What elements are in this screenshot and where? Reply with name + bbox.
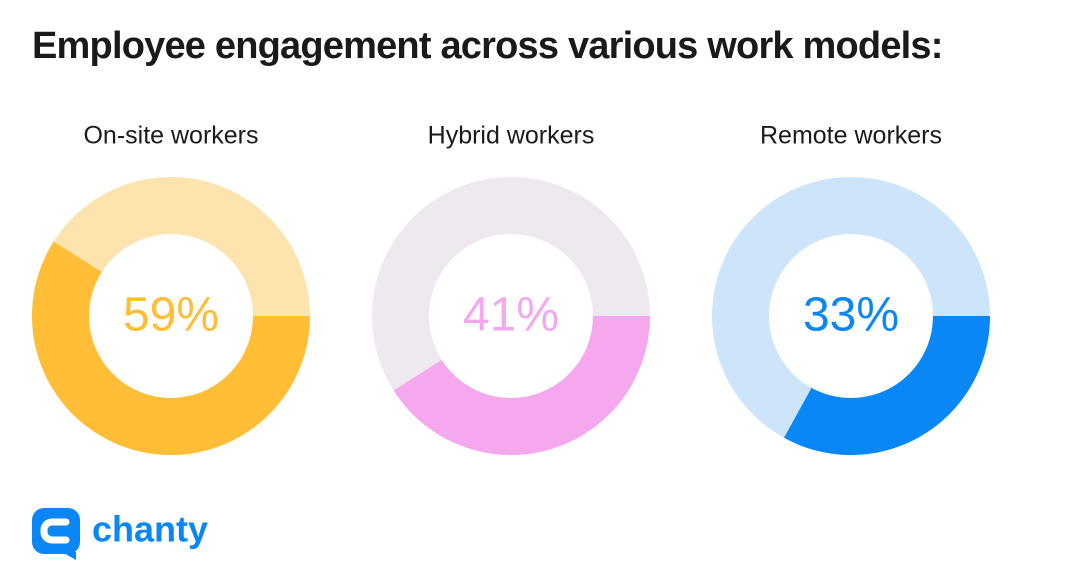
logo-square xyxy=(32,508,80,554)
donut-segment xyxy=(784,316,990,456)
chart-title: Hybrid workers xyxy=(428,122,595,150)
value-label: 41% xyxy=(463,289,559,342)
brand-name: chanty xyxy=(92,509,208,550)
donut-segment xyxy=(393,316,650,455)
chart-title: On-site workers xyxy=(83,122,258,150)
value-label: 33% xyxy=(803,289,899,342)
logo-icon xyxy=(32,508,80,560)
logo-tail xyxy=(62,552,76,560)
donut-segment xyxy=(31,241,310,455)
value-label: 59% xyxy=(123,289,219,342)
logo-glyph xyxy=(40,518,70,544)
page-title: Employee engagement across various work … xyxy=(32,25,943,67)
chart-title: Remote workers xyxy=(760,122,942,150)
